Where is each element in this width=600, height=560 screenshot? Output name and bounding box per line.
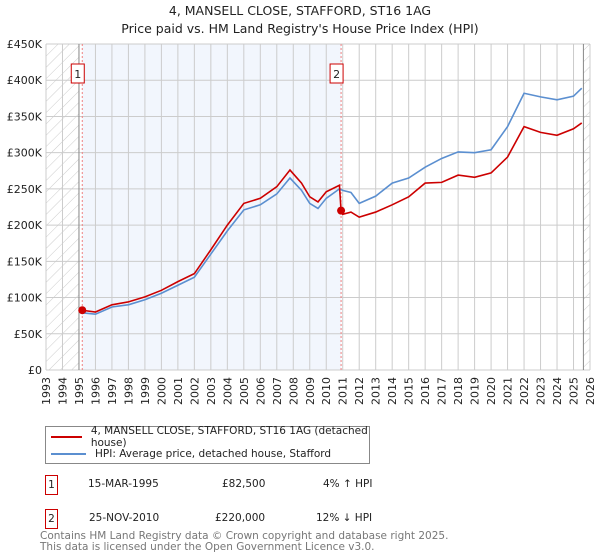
x-tick-label: 2001 [172,377,185,405]
sale-row-1: 1 15-MAR-1995 £82,500 4% ↑ HPI [45,475,600,495]
y-tick-label: £50K [14,328,43,341]
x-tick-label: 2008 [287,377,300,405]
x-tick-label: 2005 [238,377,251,405]
chart-title: 4, MANSELL CLOSE, STAFFORD, ST16 1AG [168,3,432,18]
x-tick-label: 1995 [73,377,86,405]
sale-price: £220,000 [215,512,266,524]
y-tick-label: £200K [7,219,43,232]
sale-point [78,306,87,315]
x-tick-label: 2014 [386,377,399,405]
footer-copyright: Contains HM Land Registry data © Crown c… [40,530,449,542]
series-line-hpi [82,87,583,316]
x-tick-label: 1997 [106,377,119,405]
x-tick-label: 2018 [452,377,465,405]
x-tick-label: 1999 [139,377,152,405]
x-tick-label: 2015 [403,377,416,405]
x-tick-label: 2023 [535,377,548,405]
x-tick-label: 1998 [122,377,135,405]
legend-item-property: 4, MANSELL CLOSE, STAFFORD, ST16 1AG (de… [46,425,369,449]
sale-badge: 2 [45,509,58,529]
x-tick-label: 2011 [337,377,350,405]
x-tick-label: 2016 [419,377,432,405]
x-tick-label: 2003 [205,377,218,405]
x-tick-label: 2021 [502,377,515,405]
legend-swatch-blue [51,453,86,455]
sale-hpi-diff: 4% ↑ HPI [323,478,373,490]
x-tick-label: 1996 [89,377,102,405]
y-tick-label: £250K [7,183,43,196]
x-tick-label: 2022 [518,377,531,405]
sale-price: £82,500 [222,478,266,490]
x-tick-label: 2006 [254,377,267,405]
y-tick-label: £300K [7,147,43,160]
legend-label: HPI: Average price, detached house, Staf… [95,448,332,460]
sale-date: 25-NOV-2010 [89,512,160,524]
sale-date: 15-MAR-1995 [88,478,159,490]
y-tick-label: £400K [7,74,43,87]
x-tick-label: 2026 [584,377,597,405]
sale-row-2: 2 25-NOV-2010 £220,000 12% ↓ HPI [45,509,600,529]
legend: 4, MANSELL CLOSE, STAFFORD, ST16 1AG (de… [45,425,370,464]
y-tick-label: £150K [7,255,43,268]
legend-swatch-red [51,436,82,438]
x-tick-label: 2024 [551,377,564,405]
sale-marker-label: 1 [74,68,81,81]
x-tick-label: 1993 [40,377,53,405]
x-tick-label: 2025 [568,377,581,405]
sale-hpi-diff: 12% ↓ HPI [316,512,373,524]
y-tick-label: £100K [7,292,43,305]
chart-subtitle: Price paid vs. HM Land Registry's House … [121,21,479,36]
legend-item-hpi: HPI: Average price, detached house, Staf… [46,446,331,462]
sale-marker-box [70,63,85,84]
legend-label: 4, MANSELL CLOSE, STAFFORD, ST16 1AG (de… [90,425,368,449]
sale-point [337,206,346,215]
y-tick-label: £350K [7,110,43,123]
x-tick-label: 2017 [436,377,449,405]
x-tick-label: 2009 [304,377,317,405]
x-tick-label: 2012 [353,377,366,405]
x-tick-label: 1994 [56,377,69,405]
x-tick-label: 2004 [221,377,234,405]
ownership-shade [82,44,342,370]
hatched-region-right [583,44,590,370]
x-tick-label: 2013 [370,377,383,405]
y-tick-label: £0 [28,364,42,377]
x-tick-label: 2002 [188,377,201,405]
x-tick-label: 2010 [320,377,333,405]
x-tick-label: 2000 [155,377,168,405]
sale-marker-box [329,63,344,84]
price-chart: 1993 1994 1995 1996 1997 1998 1999 2000 2001 2002… [7,38,597,405]
y-tick-label: £450K [7,38,43,51]
x-tick-label: 2007 [271,377,284,405]
series-line-property [82,122,583,313]
sale-badge: 1 [45,475,58,495]
footer-licence: This data is licensed under the Open Gov… [40,541,375,553]
sale-marker-label: 2 [333,68,340,81]
x-tick-label: 2020 [485,377,498,405]
x-tick-label: 2019 [469,377,482,405]
